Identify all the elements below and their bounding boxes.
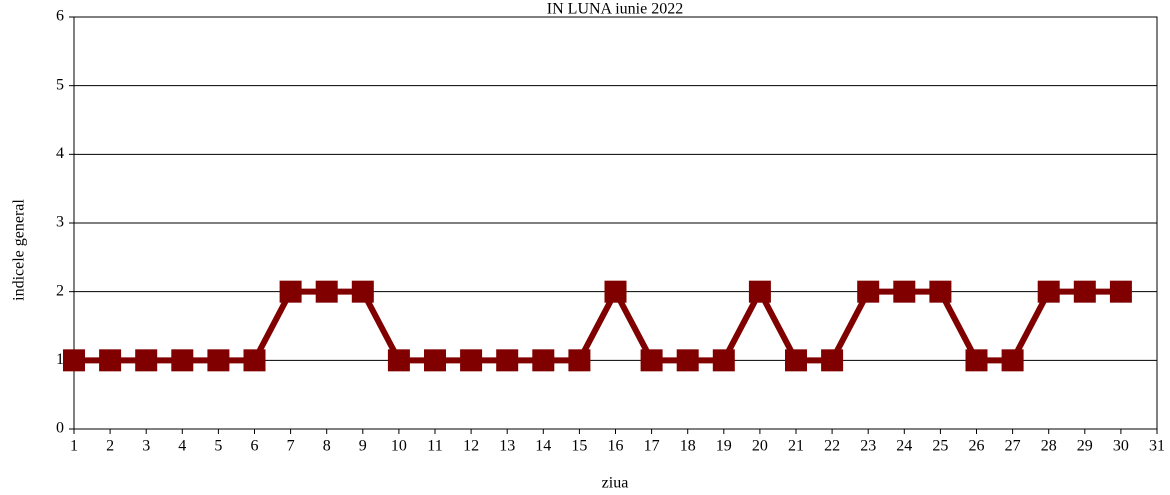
data-point bbox=[424, 349, 446, 372]
y-tick-label: 4 bbox=[56, 145, 64, 162]
data-point bbox=[496, 349, 519, 372]
x-tick-label: 17 bbox=[644, 438, 660, 455]
data-point bbox=[243, 349, 266, 372]
data-point bbox=[748, 280, 771, 303]
data-point bbox=[207, 349, 230, 372]
x-tick-label: 28 bbox=[1041, 438, 1057, 455]
data-point bbox=[135, 349, 158, 372]
data-point bbox=[712, 349, 735, 372]
x-tick-label: 1 bbox=[70, 438, 78, 455]
data-point bbox=[1037, 280, 1060, 303]
x-tick-label: 7 bbox=[287, 438, 295, 455]
y-tick-label: 2 bbox=[56, 282, 64, 299]
data-point bbox=[893, 280, 916, 303]
data-point bbox=[785, 349, 807, 372]
data-point bbox=[532, 349, 555, 372]
x-tick-label: 16 bbox=[608, 438, 624, 455]
x-tick-label: 3 bbox=[142, 438, 150, 455]
x-tick-label: 5 bbox=[214, 438, 222, 455]
data-point bbox=[676, 349, 699, 372]
y-tick-label: 0 bbox=[56, 420, 64, 437]
x-tick-label: 30 bbox=[1113, 438, 1129, 455]
x-tick-label: 25 bbox=[932, 438, 948, 455]
x-tick-label: 21 bbox=[788, 438, 804, 455]
y-tick-label: 1 bbox=[56, 351, 64, 368]
data-point bbox=[1001, 349, 1024, 372]
x-tick-label: 8 bbox=[323, 438, 331, 455]
x-tick-label: 2 bbox=[106, 438, 114, 455]
x-tick-label: 20 bbox=[752, 438, 768, 455]
data-point bbox=[965, 349, 988, 372]
x-tick-label: 27 bbox=[1005, 438, 1021, 455]
y-tick-label: 6 bbox=[56, 8, 64, 25]
data-point bbox=[1109, 280, 1132, 303]
data-point bbox=[315, 280, 338, 303]
x-tick-label: 6 bbox=[251, 438, 259, 455]
x-tick-label: 19 bbox=[716, 438, 732, 455]
x-tick-label: 9 bbox=[359, 438, 367, 455]
y-axis-label: indicele general bbox=[11, 199, 28, 301]
data-point bbox=[351, 280, 374, 303]
x-tick-label: 31 bbox=[1149, 438, 1165, 455]
data-point bbox=[460, 349, 483, 372]
y-tick-label: 3 bbox=[56, 214, 64, 231]
x-axis-label: ziua bbox=[602, 475, 629, 492]
x-tick-label: 14 bbox=[535, 438, 551, 455]
x-tick-label: 4 bbox=[178, 438, 186, 455]
x-tick-label: 18 bbox=[680, 438, 696, 455]
x-tick-label: 13 bbox=[499, 438, 515, 455]
x-tick-label: 29 bbox=[1077, 438, 1093, 455]
data-point bbox=[99, 349, 122, 372]
x-tick-label: 11 bbox=[427, 438, 442, 455]
data-point bbox=[568, 349, 591, 372]
x-tick-label: 24 bbox=[896, 438, 912, 455]
data-point bbox=[640, 349, 663, 372]
x-tick-label: 26 bbox=[969, 438, 985, 455]
y-tick-label: 5 bbox=[56, 76, 64, 93]
x-tick-label: 22 bbox=[824, 438, 840, 455]
data-point bbox=[929, 280, 952, 303]
data-point bbox=[387, 349, 410, 372]
x-tick-label: 12 bbox=[463, 438, 479, 455]
data-point bbox=[821, 349, 844, 372]
data-point bbox=[63, 349, 85, 372]
data-point bbox=[604, 280, 627, 303]
x-tick-label: 15 bbox=[571, 438, 587, 455]
data-point bbox=[1073, 280, 1096, 303]
x-tick-label: 10 bbox=[391, 438, 407, 455]
x-tick-label: 23 bbox=[860, 438, 876, 455]
chart-title: IN LUNA iunie 2022 bbox=[547, 1, 683, 18]
data-point bbox=[279, 280, 302, 303]
data-point bbox=[857, 280, 880, 303]
data-point bbox=[171, 349, 194, 372]
